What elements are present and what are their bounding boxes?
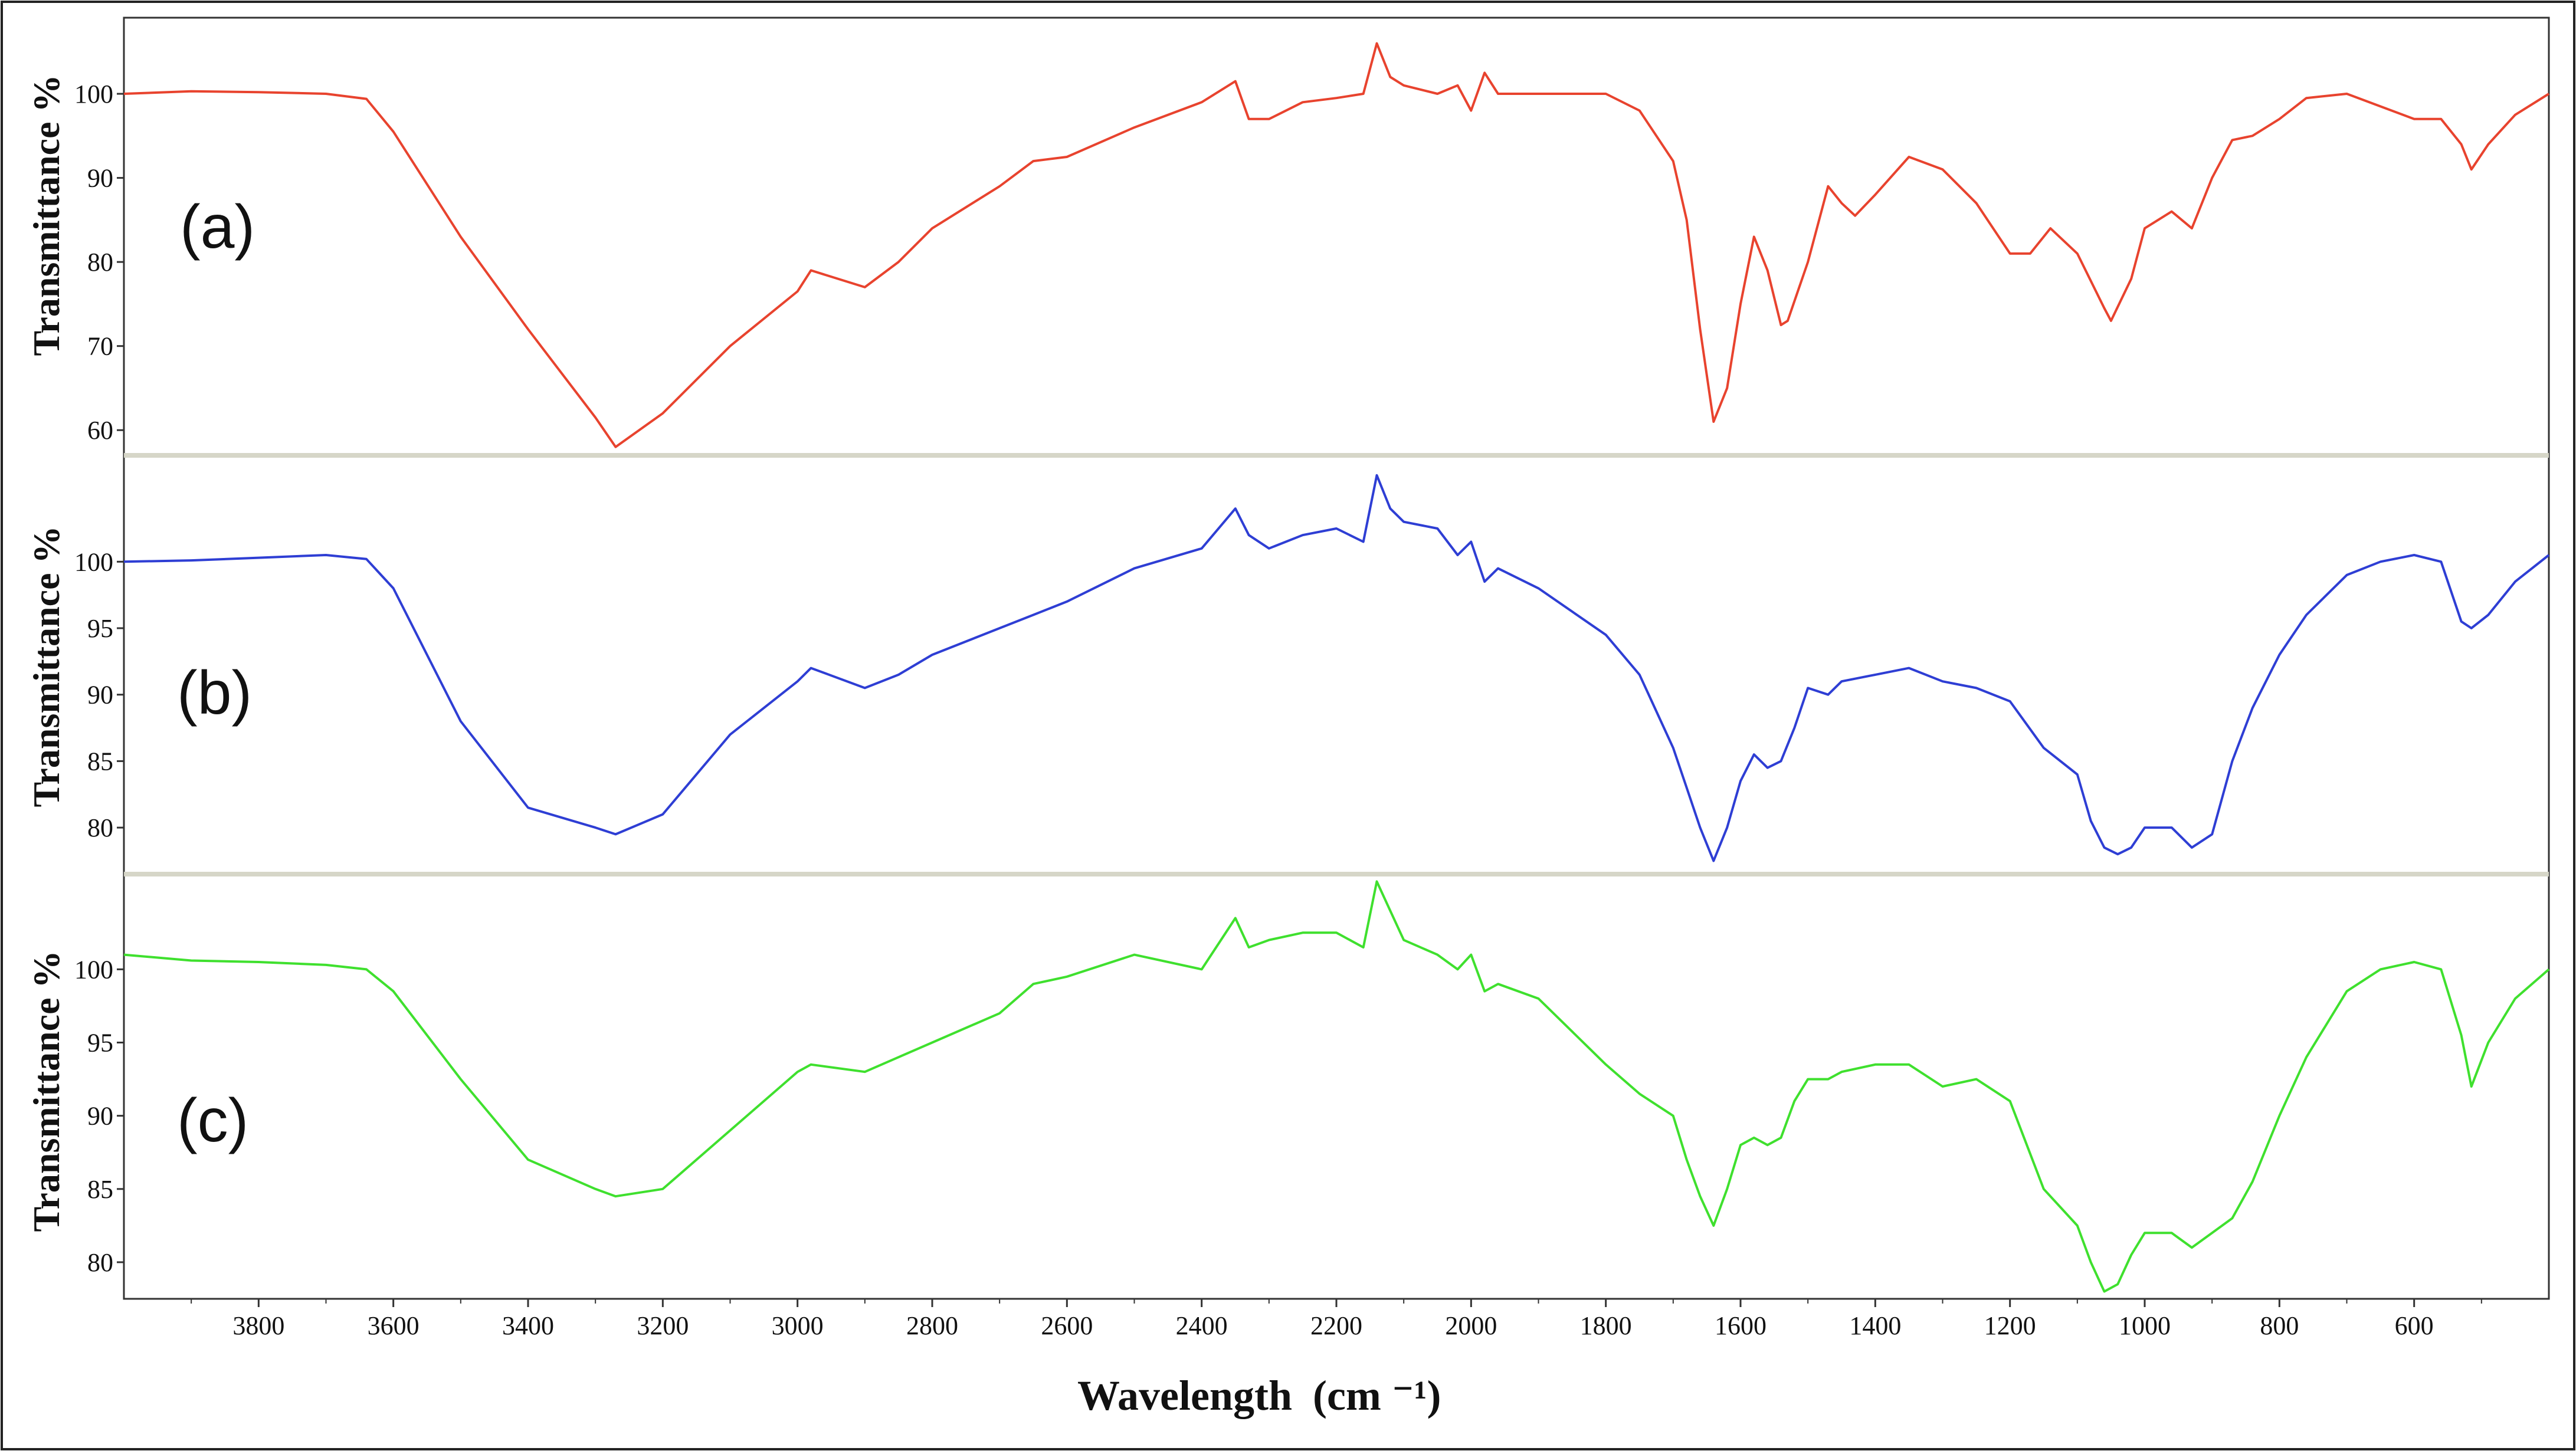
y-tick-label: 100 bbox=[74, 547, 113, 576]
x-tick-label: 1200 bbox=[1984, 1311, 2036, 1340]
y-tick-label: 80 bbox=[87, 248, 113, 277]
y-tick-label: 85 bbox=[87, 747, 113, 776]
x-tick-label: 1000 bbox=[2119, 1311, 2171, 1340]
x-tick-label: 2200 bbox=[1310, 1311, 1362, 1340]
panel-c-spectrum-line bbox=[123, 880, 2550, 1293]
panel-c-label: (c) bbox=[177, 1086, 248, 1155]
panel-a-label: (a) bbox=[180, 193, 255, 261]
y-tick-label: 100 bbox=[74, 955, 113, 984]
panel-b-y-ticks: 100 95 90 85 80 bbox=[74, 547, 124, 842]
x-axis-unit: (cm ⁻¹) bbox=[1313, 1372, 1441, 1419]
x-tick-label: 800 bbox=[2260, 1311, 2299, 1340]
panel-c: Transmittance % 100 95 90 85 80 (c) bbox=[25, 880, 2550, 1293]
y-tick-label: 85 bbox=[87, 1175, 113, 1204]
x-tick-label: 3000 bbox=[772, 1311, 824, 1340]
y-tick-label: 60 bbox=[87, 416, 113, 445]
x-tick-label: 1800 bbox=[1580, 1311, 1632, 1340]
panel-b-spectrum-line bbox=[123, 474, 2550, 862]
x-tick-label: 3400 bbox=[502, 1311, 554, 1340]
y-tick-label: 100 bbox=[74, 80, 113, 109]
x-tick-label: 2800 bbox=[906, 1311, 958, 1340]
y-tick-label: 95 bbox=[87, 614, 113, 643]
x-axis: 3800 3600 3400 3200 3000 2800 2600 2400 2200 2000… bbox=[191, 1299, 2482, 1340]
y-tick-label: 80 bbox=[87, 813, 113, 842]
x-tick-label: 3800 bbox=[232, 1311, 284, 1340]
panel-a-spectrum-line bbox=[123, 42, 2550, 448]
x-tick-label: 3200 bbox=[637, 1311, 689, 1340]
y-tick-label: 90 bbox=[87, 681, 113, 710]
x-tick-label: 1400 bbox=[1849, 1311, 1901, 1340]
x-tick-label: 2000 bbox=[1445, 1311, 1497, 1340]
x-tick-label: 1600 bbox=[1715, 1311, 1767, 1340]
x-tick-label: 2400 bbox=[1176, 1311, 1228, 1340]
panel-a: Transmittance % 100 90 80 70 60 (a) bbox=[25, 42, 2550, 448]
y-tick-label: 70 bbox=[87, 332, 113, 361]
panel-b-y-axis-label: Transmittance % bbox=[25, 526, 67, 807]
panel-b-label: (b) bbox=[177, 659, 252, 727]
x-axis-label: Wavelength bbox=[1077, 1372, 1292, 1419]
panel-a-y-ticks: 100 90 80 70 60 bbox=[74, 80, 124, 445]
y-tick-label: 90 bbox=[87, 164, 113, 193]
y-tick-label: 90 bbox=[87, 1102, 113, 1131]
x-tick-label: 600 bbox=[2395, 1311, 2434, 1340]
x-tick-label: 2600 bbox=[1041, 1311, 1093, 1340]
panel-a-y-axis-label: Transmittance % bbox=[25, 75, 67, 356]
x-tick-label: 3600 bbox=[368, 1311, 419, 1340]
y-tick-label: 95 bbox=[87, 1029, 113, 1058]
y-tick-label: 80 bbox=[87, 1248, 113, 1277]
panel-c-y-axis-label: Transmittance % bbox=[25, 951, 67, 1232]
panel-b: Transmittance % 100 95 90 85 80 (b) bbox=[25, 474, 2550, 862]
panel-c-y-ticks: 100 95 90 85 80 bbox=[74, 955, 124, 1277]
